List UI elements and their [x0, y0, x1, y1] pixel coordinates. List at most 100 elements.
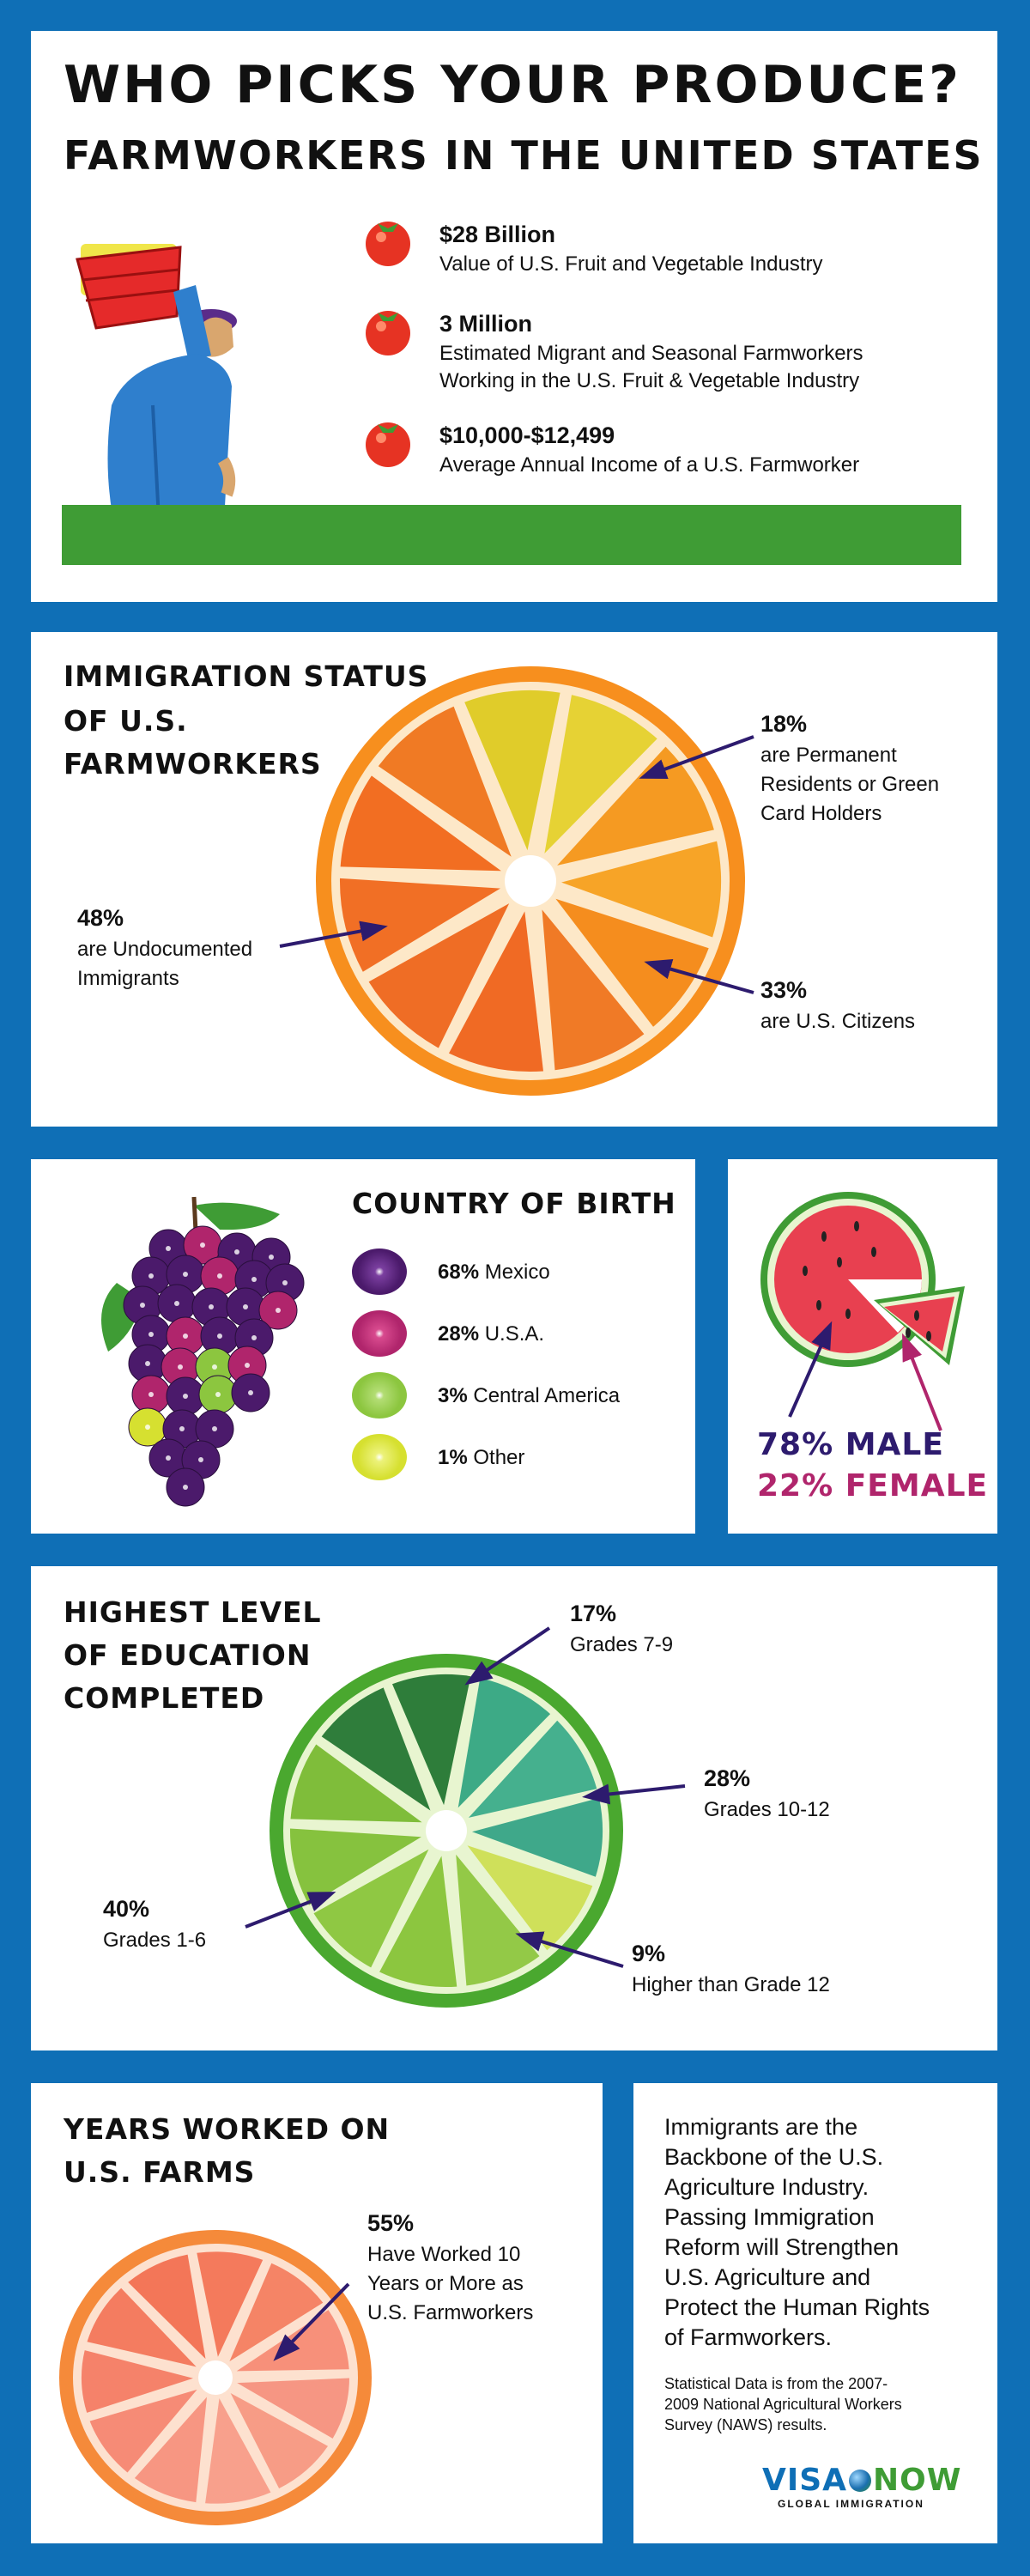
watermelon-illustration: [760, 1192, 965, 1367]
farmworker-illustration: [76, 244, 237, 543]
message-line: Agriculture Industry.: [664, 2174, 869, 2200]
grape-highlight: [183, 1334, 188, 1339]
tomato-icon: [366, 422, 410, 467]
fruit-segment: [290, 1744, 422, 1823]
grapes-illustration: [101, 1196, 305, 1507]
message-panel: Immigrants are the Backbone of the U.S. …: [633, 2083, 997, 2543]
logo-tagline: GLOBAL IMMIGRATION: [778, 2498, 924, 2510]
grape-highlight: [148, 1392, 154, 1397]
grape-highlight: [140, 1303, 145, 1308]
immigration-label: Card Holders: [760, 802, 882, 825]
education-pct: 17%: [570, 1601, 617, 1626]
grape-highlight: [282, 1280, 288, 1285]
legend-label: Central America: [473, 1384, 621, 1407]
section-title: COMPLETED: [64, 1681, 265, 1715]
fruit-segment: [89, 2389, 197, 2473]
message-line: Passing Immigration: [664, 2204, 875, 2230]
immigration-pct: 18%: [760, 711, 808, 737]
fruit-segment: [339, 878, 500, 972]
source-line: Survey (NAWS) results.: [664, 2416, 827, 2433]
section-title: COUNTRY OF BIRTH: [352, 1187, 676, 1220]
immigration-pct: 33%: [760, 977, 808, 1003]
arrow: [515, 1931, 624, 1968]
education-pct: 9%: [632, 1941, 666, 1966]
message-line: Protect the Human Rights: [664, 2294, 930, 2320]
fruit-segment: [230, 2393, 328, 2488]
grape-highlight: [215, 1392, 221, 1397]
legend-pct: 68%: [438, 1261, 480, 1284]
grass-strip: [62, 505, 961, 565]
source-note: Statistical Data is from the 2007- 2009 …: [664, 2373, 902, 2435]
legend-swatch: [352, 1434, 407, 1480]
message-line: Immigrants are the: [664, 2114, 858, 2140]
fruit-segment: [392, 1674, 471, 1806]
fruit-segment: [229, 2263, 324, 2361]
arrow: [788, 1321, 833, 1418]
stat-value: 3 Million: [439, 311, 532, 337]
grape-highlight: [183, 1485, 188, 1490]
grape-highlight: [217, 1334, 222, 1339]
fruit-segment: [379, 1856, 457, 1988]
legend-item: 1% Other: [438, 1444, 524, 1472]
arrow: [639, 735, 754, 780]
gender-panel: 78% MALE 22% FEMALE: [728, 1159, 997, 1534]
legend-item: 3% Central America: [438, 1382, 620, 1410]
arrow: [902, 1333, 942, 1431]
fruit-segment: [128, 2254, 206, 2360]
immigration-pct: 48%: [77, 905, 124, 931]
grape-highlight: [251, 1335, 257, 1340]
grape-highlight: [234, 1249, 239, 1255]
grape-highlight: [276, 1308, 281, 1313]
arrow-overlay: [788, 1321, 942, 1431]
fruit-segment: [313, 1849, 429, 1968]
grape-highlight: [217, 1273, 222, 1279]
fruit-segment: [542, 909, 645, 1071]
stat-label: Estimated Migrant and Seasonal Farmworke…: [439, 342, 863, 365]
message-line: U.S. Agriculture and: [664, 2264, 871, 2290]
education-label: Higher than Grade 12: [632, 1973, 830, 1996]
arrow: [245, 1892, 336, 1929]
visanow-logo[interactable]: VISA NOW GLOBAL IMMIGRATION: [762, 2463, 977, 2510]
grape-highlight: [269, 1255, 274, 1260]
legend-item: 68% Mexico: [438, 1259, 550, 1286]
grape-highlight: [179, 1426, 185, 1431]
grape-highlight: [209, 1304, 214, 1309]
legend-swatch: [352, 1249, 407, 1295]
fruit-segment: [81, 2350, 193, 2413]
fruit-segment: [368, 903, 510, 1048]
grape-highlight: [251, 1277, 257, 1282]
legend-swatch: [352, 1372, 407, 1419]
legend-label: Other: [473, 1446, 525, 1469]
grape-highlight: [166, 1455, 171, 1461]
stat-value: $10,000-$12,499: [439, 422, 615, 448]
fruit-segment: [449, 911, 543, 1072]
years-label: Have Worked 10: [367, 2243, 521, 2266]
fruit-segment: [457, 1678, 551, 1808]
education-label: Grades 7-9: [570, 1633, 674, 1656]
grape-highlight: [145, 1361, 150, 1366]
arrow-overlay: [273, 2282, 350, 2361]
legend-pct: 1%: [438, 1446, 468, 1469]
page-subtitle: FARMWORKERS IN THE UNITED STATES: [64, 132, 984, 179]
grape-highlight: [174, 1301, 179, 1306]
immigration-label: are Permanent: [760, 744, 897, 767]
years-label: U.S. Farmworkers: [367, 2301, 534, 2324]
stat-label: Working in the U.S. Fruit & Vegetable In…: [439, 369, 860, 392]
tomato-icon: [366, 222, 410, 266]
immigration-label: Immigrants: [77, 967, 179, 990]
grape-highlight: [145, 1425, 150, 1430]
fruit-segment: [472, 1797, 603, 1877]
fruit-segment: [544, 695, 657, 854]
grapefruit-slice-illustration: [59, 2230, 372, 2525]
immigration-label: are Undocumented: [77, 938, 253, 961]
education-label: Grades 10-12: [704, 1798, 830, 1821]
grape-highlight: [183, 1272, 188, 1277]
fruit-segment: [468, 1720, 597, 1818]
message-line: of Farmworkers.: [664, 2324, 833, 2350]
legend-pct: 3%: [438, 1384, 468, 1407]
stat-value: $28 Billion: [439, 222, 556, 247]
grape-highlight: [148, 1273, 154, 1279]
fruit-segment: [561, 841, 721, 938]
arrow-overlay: [279, 735, 754, 994]
message-line: Backbone of the U.S.: [664, 2144, 884, 2170]
